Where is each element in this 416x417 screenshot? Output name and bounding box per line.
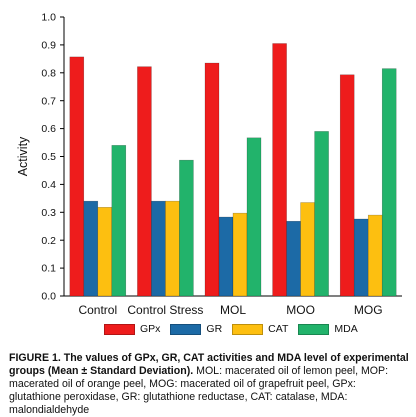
caption-lead: FIGURE 1. The values of GPx, GR, CAT act…: [9, 352, 409, 377]
y-tick-label: 0.6: [41, 123, 56, 135]
y-tick-label: 0.4: [41, 179, 56, 191]
bar-cat-mog: [367, 214, 383, 297]
x-category-label: Control: [78, 303, 117, 317]
legend-item-mda: MDA: [298, 323, 358, 335]
bar-cat-moo: [300, 202, 315, 297]
bar-cat-mol: [232, 212, 248, 297]
y-tick-label: 0.1: [41, 263, 56, 275]
bar-gr-control: [83, 200, 99, 297]
bar-mda-control: [111, 145, 127, 297]
bar-mda-mog: [381, 68, 397, 297]
y-tick-label: 0.5: [41, 151, 56, 163]
legend-label: CAT: [268, 323, 289, 335]
bar-gpx-moo: [272, 43, 287, 297]
y-axis-label: Activity: [16, 136, 30, 176]
bar-gpx-mog: [339, 74, 355, 297]
y-tick-label: 0.9: [41, 40, 56, 52]
y-tick-label: 0.7: [41, 95, 56, 107]
bar-mda-control-stress: [179, 159, 194, 297]
legend-label: GPx: [140, 323, 161, 335]
x-category-label: MOG: [354, 303, 383, 317]
legend: GPx GR CAT MDA: [104, 322, 358, 336]
legend-label: GR: [206, 323, 223, 335]
y-tick-label: 1.0: [41, 12, 56, 24]
bar-gr-control-stress: [151, 200, 166, 297]
bar-cat-control-stress: [165, 200, 180, 297]
bar-gpx-mol: [204, 62, 220, 297]
bar-gr-mol: [218, 216, 234, 297]
y-tick-label: 0.2: [41, 235, 56, 247]
legend-label: MDA: [334, 323, 358, 335]
y-tick-label: 0.3: [41, 207, 56, 219]
legend-swatch: [104, 323, 135, 335]
legend-item-gpx: GPx: [104, 323, 160, 335]
legend-swatch: [298, 323, 330, 335]
legend-item-cat: CAT: [232, 323, 288, 335]
bar-mda-mol: [246, 137, 262, 297]
legend-swatch: [232, 323, 264, 335]
legend-swatch: [170, 323, 202, 335]
bar-chart-svg: 0.0 0.1 0.2 0.3 0.4 0.5 0.6 0.7 0.8 0.9 1.0 Activit…: [16, 12, 402, 317]
bar-mda-moo: [314, 131, 329, 297]
y-tick-label: 0.8: [41, 67, 56, 79]
y-tick-label: 0.0: [41, 291, 56, 303]
bar-gr-moo: [286, 220, 301, 297]
bar-cat-control: [97, 207, 113, 297]
x-category-label: MOL: [220, 303, 246, 317]
x-category-label: Control Stress: [127, 303, 203, 317]
legend-item-gr: GR: [170, 323, 222, 335]
bar-gpx-control: [69, 56, 85, 297]
bar-gpx-control-stress: [137, 66, 152, 297]
chart: 0.0 0.1 0.2 0.3 0.4 0.5 0.6 0.7 0.8 0.9 1.0 Activit…: [16, 12, 402, 317]
figure-caption: FIGURE 1. The values of GPx, GR, CAT act…: [9, 352, 409, 417]
x-category-label: MOO: [286, 303, 315, 317]
bar-gr-mog: [353, 218, 369, 297]
